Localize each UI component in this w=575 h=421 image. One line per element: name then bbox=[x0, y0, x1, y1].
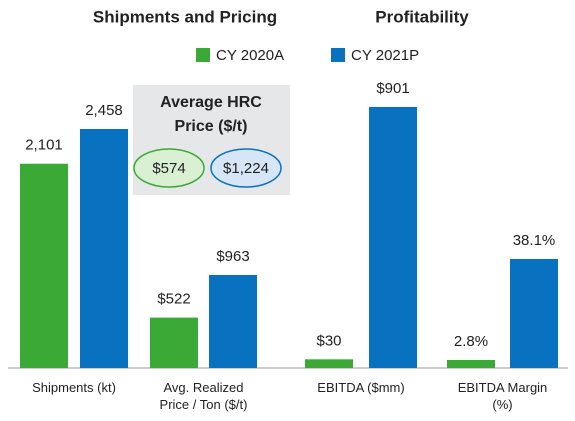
legend-swatch bbox=[196, 48, 210, 62]
value-label: 2.8% bbox=[454, 333, 488, 350]
panel-title: Profitability bbox=[375, 7, 469, 26]
annotation-title: Price ($/t) bbox=[175, 118, 248, 135]
bar bbox=[150, 317, 198, 368]
x-tick-label-line: EBITDA ($mm) bbox=[317, 380, 404, 395]
value-label: 2,101 bbox=[25, 137, 63, 154]
panel-title: Shipments and Pricing bbox=[93, 7, 277, 26]
value-label: 38.1% bbox=[513, 232, 556, 249]
x-tick-label: EBITDA Margin (%) bbox=[458, 380, 548, 412]
bar bbox=[20, 163, 68, 368]
bar bbox=[447, 359, 495, 368]
x-tick-label-line: (%) bbox=[492, 397, 512, 412]
value-label: $963 bbox=[216, 248, 249, 265]
annotation-title: Average HRC bbox=[160, 94, 262, 111]
legend-label: CY 2020A bbox=[216, 47, 284, 64]
value-label: $901 bbox=[376, 80, 409, 97]
x-tick-label: Shipments (kt) bbox=[32, 380, 116, 395]
bar bbox=[369, 107, 417, 368]
x-tick-label-line: EBITDA Margin bbox=[458, 380, 548, 395]
annotation-value: $1,224 bbox=[223, 160, 269, 177]
x-tick-label-line: Price / Ton ($/t) bbox=[160, 397, 248, 412]
value-label: 2,458 bbox=[85, 102, 123, 119]
value-label: $522 bbox=[157, 291, 190, 308]
annotation-ellipse bbox=[210, 148, 282, 188]
x-tick-label: EBITDA ($mm) bbox=[317, 380, 404, 395]
legend-label: CY 2021P bbox=[351, 47, 419, 64]
value-label: $30 bbox=[316, 332, 341, 349]
bar bbox=[209, 275, 257, 368]
annotation-ellipse bbox=[133, 148, 205, 188]
bar bbox=[510, 259, 558, 368]
bar bbox=[80, 129, 128, 368]
x-tick-label-line: Shipments (kt) bbox=[32, 380, 116, 395]
x-tick-label: Avg. Realized Price / Ton ($/t) bbox=[160, 380, 248, 412]
annotation-value: $574 bbox=[152, 160, 185, 177]
legend-swatch bbox=[331, 48, 345, 62]
x-tick-label-line: Avg. Realized bbox=[164, 380, 244, 395]
bar bbox=[305, 359, 353, 368]
